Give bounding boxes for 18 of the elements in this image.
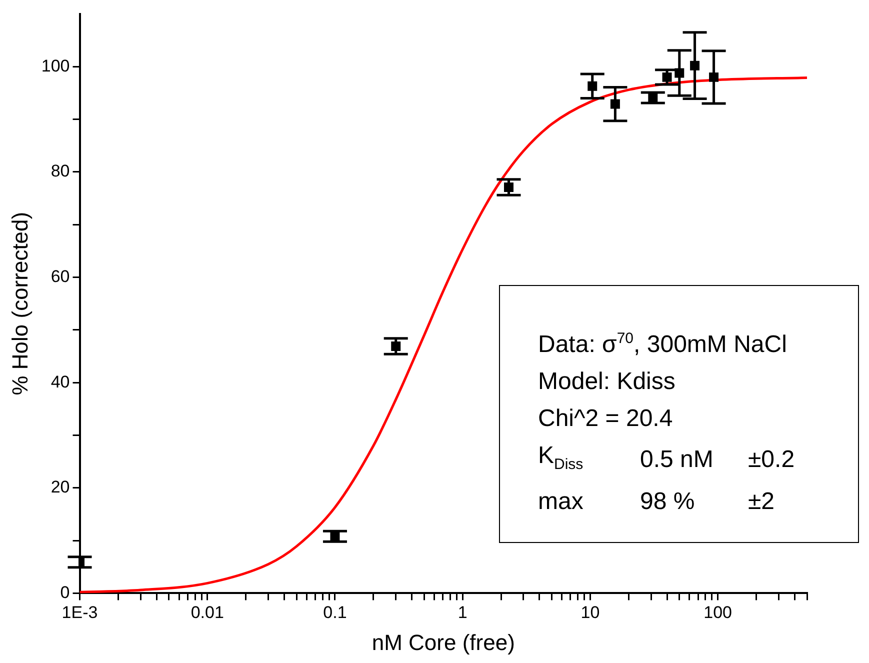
x-tick-label: 10 — [580, 603, 600, 622]
y-tick-label: 60 — [50, 266, 70, 286]
x-tick-label: 0.01 — [190, 603, 224, 622]
x-tick-label: 1 — [458, 603, 468, 622]
y-tick-label: 20 — [50, 478, 70, 497]
x-tick-label: 1E-3 — [62, 603, 98, 622]
y-axis-title: % Holo (corrected) — [7, 212, 32, 396]
x-axis-title: nM Core (free) — [372, 630, 515, 655]
y-tick-label: 40 — [50, 372, 70, 392]
x-tick-label: 0.1 — [323, 603, 347, 622]
y-tick-label: 0 — [60, 582, 70, 602]
annotation: Data: σ$^{70}$, 300mM NaCl — [538, 329, 788, 360]
annotation: Chi^2 = 20.4 — [538, 404, 674, 434]
text-box: Data: σ$^{70}$, 300mM NaCl Model: Kdiss Chi^2 = 20.4 K$_{Diss}$ 0.5 nM ±0.2 max 98 % ±2 — [499, 285, 859, 543]
x-tick-label: 100 — [704, 603, 732, 622]
y-tick-label: 80 — [50, 162, 70, 181]
y-tick-label: 100 — [41, 56, 70, 76]
annotation: Model: Kdiss — [538, 367, 676, 397]
